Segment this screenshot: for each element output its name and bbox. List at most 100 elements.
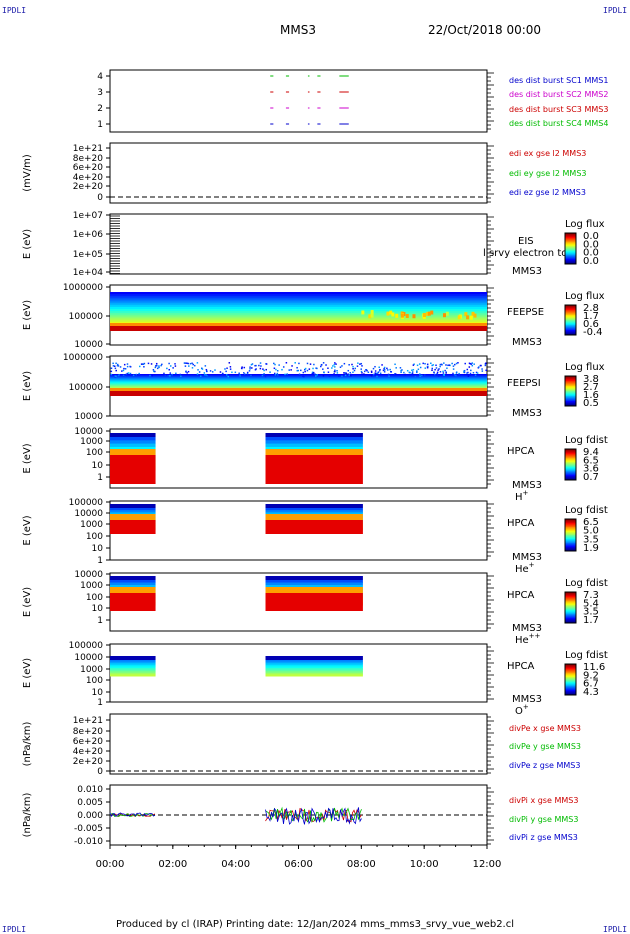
colorbar-tick-hpca_o-0: 11.6 [583, 662, 605, 673]
colorbar-cell [565, 243, 576, 246]
sparse-count [119, 366, 122, 368]
sparse-count [154, 370, 156, 373]
sparse-count [469, 363, 472, 365]
sparse-count [352, 371, 354, 373]
colorbar-cell [565, 258, 576, 261]
hpca-band [110, 508, 156, 511]
sparse-count [147, 362, 150, 365]
sparse-count [352, 365, 354, 368]
sparse-count [112, 362, 114, 365]
sparse-count [376, 375, 378, 378]
sparse-count [114, 367, 117, 370]
spectrum-patch [473, 313, 477, 318]
sparse-count [166, 367, 168, 370]
colorbar-cell [565, 386, 576, 388]
ytick-label-edi-2: 6e+20 [73, 163, 104, 173]
legend-divpi-1: divPi y gse MMS3 [509, 815, 578, 824]
colorbar-cell [565, 253, 576, 256]
sparse-count [418, 363, 421, 365]
sparse-count [347, 373, 349, 375]
sparse-count [361, 365, 363, 367]
colorbar-cell [565, 331, 576, 333]
sparse-count [251, 363, 254, 365]
date-title: 22/Oct/2018 00:00 [428, 23, 542, 37]
ytick-label-divpe-5: 0 [97, 767, 103, 777]
sparse-count [367, 371, 370, 374]
instrument-label-hpca_hepp: HPCA [507, 590, 535, 601]
xtick-label-0: 00:00 [96, 859, 125, 870]
sparse-count [476, 372, 479, 374]
yaxis-label-hpca_hepp: E (eV) [22, 587, 33, 617]
colorbar-cell [565, 322, 576, 325]
colorbar-cell [565, 606, 576, 608]
sparse-count [341, 375, 343, 378]
spectrum-patch [427, 311, 431, 316]
sparse-count [160, 364, 162, 367]
spectrum-patch [442, 313, 446, 318]
colorbar-cell [565, 615, 576, 618]
sparse-count [452, 368, 455, 370]
colorbar-cell [565, 325, 576, 327]
yaxis-label-hpca_he: E (eV) [22, 515, 33, 545]
sparse-count [471, 364, 474, 367]
sparse-count [444, 369, 446, 372]
sparse-count [419, 366, 422, 369]
colorbar-cell [565, 598, 576, 601]
sparse-count [311, 372, 314, 375]
colorbar-tick-hpca_o-1: 9.2 [583, 670, 599, 681]
sparse-count [403, 371, 405, 374]
sparse-count [406, 369, 409, 372]
colorbar-cell [565, 313, 576, 316]
colorbar-cell [565, 603, 576, 606]
spectrum-patch [391, 312, 395, 317]
sparse-count [294, 362, 296, 364]
sparse-count [455, 374, 457, 377]
spectrum-patch [466, 315, 470, 320]
sparse-count [382, 369, 385, 372]
sparse-count [158, 365, 160, 367]
sparse-count [442, 372, 445, 374]
colorbar-tick-hpca_hepp-1: 5.4 [583, 598, 599, 609]
spectrum-band [110, 306, 487, 310]
colorbar-cell [565, 396, 576, 398]
hpca-band [265, 512, 363, 516]
spectrum-band [110, 379, 487, 381]
sparse-count [322, 362, 325, 364]
sparse-count [209, 370, 212, 372]
sparse-count [303, 368, 306, 371]
sparse-count [475, 371, 478, 374]
sparse-count [211, 371, 214, 373]
sparse-count [204, 365, 207, 367]
colorbar-cell [565, 234, 576, 237]
sparse-count [378, 366, 380, 369]
colorbar-tick-feepse-1: 1.7 [583, 311, 599, 322]
hpca-band [265, 446, 363, 451]
hpca-band-top [110, 504, 156, 508]
hpca-band [265, 668, 363, 671]
sparse-count [168, 368, 170, 371]
sparse-count [416, 371, 418, 374]
sparse-count [436, 373, 438, 375]
colorbar-cell [565, 244, 576, 247]
sparse-count [263, 369, 265, 372]
sparse-count [239, 375, 241, 377]
colorbar-tick-feepse-2: 0.6 [583, 319, 599, 330]
sparse-count [135, 373, 138, 376]
spectrum-patch [395, 313, 399, 318]
colorbar-cell [565, 612, 576, 615]
sparse-count [198, 371, 201, 373]
sparse-count [255, 368, 257, 370]
spectrum-patch [422, 312, 426, 317]
sparse-count [328, 375, 331, 378]
colorbar-cell [565, 455, 576, 458]
sparse-count [446, 367, 448, 369]
colorbar-cell [565, 535, 576, 537]
ytick-label-hpca_he-2: 1000 [80, 520, 103, 530]
sparse-count [386, 367, 388, 370]
panel-frame-divpe [109, 713, 488, 775]
sparse-count [431, 369, 433, 372]
colorbar-cell [565, 545, 576, 548]
sparse-count [274, 373, 277, 376]
sparse-count [161, 363, 163, 366]
